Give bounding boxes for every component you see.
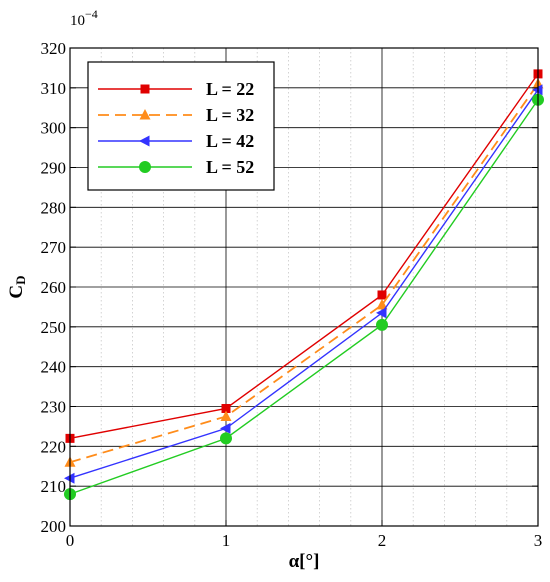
axis-ticks: 200 210 220 230 240 250 260 270 280 290 300 310 320 0… bbox=[41, 39, 543, 550]
y-tick-label: 230 bbox=[41, 398, 67, 417]
legend-entry: L = 22 bbox=[98, 79, 254, 99]
y-tick-label: 280 bbox=[41, 198, 67, 217]
y-tick-label: 240 bbox=[41, 358, 67, 377]
circle-marker bbox=[220, 432, 232, 445]
triangle-left-marker bbox=[64, 472, 75, 484]
y-tick-label: 290 bbox=[41, 159, 67, 178]
legend-label: L = 52 bbox=[206, 157, 254, 177]
legend: L = 22 L = 32 L = 42 L = 52 bbox=[87, 61, 275, 191]
legend-entry: L = 42 bbox=[98, 131, 254, 151]
series-line bbox=[69, 99, 539, 495]
x-tick-label: 3 bbox=[534, 531, 543, 550]
legend-label: L = 42 bbox=[206, 131, 254, 151]
series-line bbox=[69, 73, 539, 440]
triangle-marker bbox=[220, 410, 232, 421]
y-tick-label: 260 bbox=[41, 278, 67, 297]
series-line bbox=[69, 89, 539, 479]
triangle-marker bbox=[139, 109, 151, 120]
series-l-42 bbox=[64, 84, 543, 484]
series-line bbox=[69, 83, 539, 464]
square-marker bbox=[221, 403, 231, 413]
y-tick-label: 200 bbox=[41, 517, 67, 536]
y-axis-multiplier: 10−4 bbox=[70, 7, 98, 29]
triangle-left-marker bbox=[376, 307, 387, 319]
triangle-left-marker bbox=[532, 84, 543, 96]
legend-label: L = 32 bbox=[206, 105, 254, 125]
legend-label: L = 22 bbox=[206, 79, 254, 99]
legend-entry: L = 32 bbox=[98, 105, 254, 125]
circle-marker bbox=[376, 318, 388, 331]
y-tick-label: 220 bbox=[41, 437, 67, 456]
triangle-left-marker bbox=[139, 135, 150, 147]
triangle-left-marker bbox=[220, 422, 231, 434]
y-tick-label: 250 bbox=[41, 318, 67, 337]
square-marker bbox=[377, 290, 387, 300]
y-axis-label: CD bbox=[6, 275, 28, 298]
legend-entry: L = 52 bbox=[98, 157, 254, 177]
x-axis-label: α[°] bbox=[289, 551, 320, 572]
x-tick-label: 0 bbox=[66, 531, 75, 550]
x-tick-label: 1 bbox=[222, 531, 231, 550]
y-tick-label: 310 bbox=[41, 79, 67, 98]
y-tick-label: 270 bbox=[41, 238, 67, 257]
y-tick-label: 210 bbox=[41, 477, 67, 496]
x-tick-label: 2 bbox=[378, 531, 387, 550]
y-tick-label: 300 bbox=[41, 119, 67, 138]
legend-box bbox=[87, 61, 275, 191]
square-marker bbox=[140, 84, 150, 94]
y-tick-label: 320 bbox=[41, 39, 67, 58]
circle-marker bbox=[139, 161, 151, 173]
triangle-marker bbox=[376, 298, 388, 310]
